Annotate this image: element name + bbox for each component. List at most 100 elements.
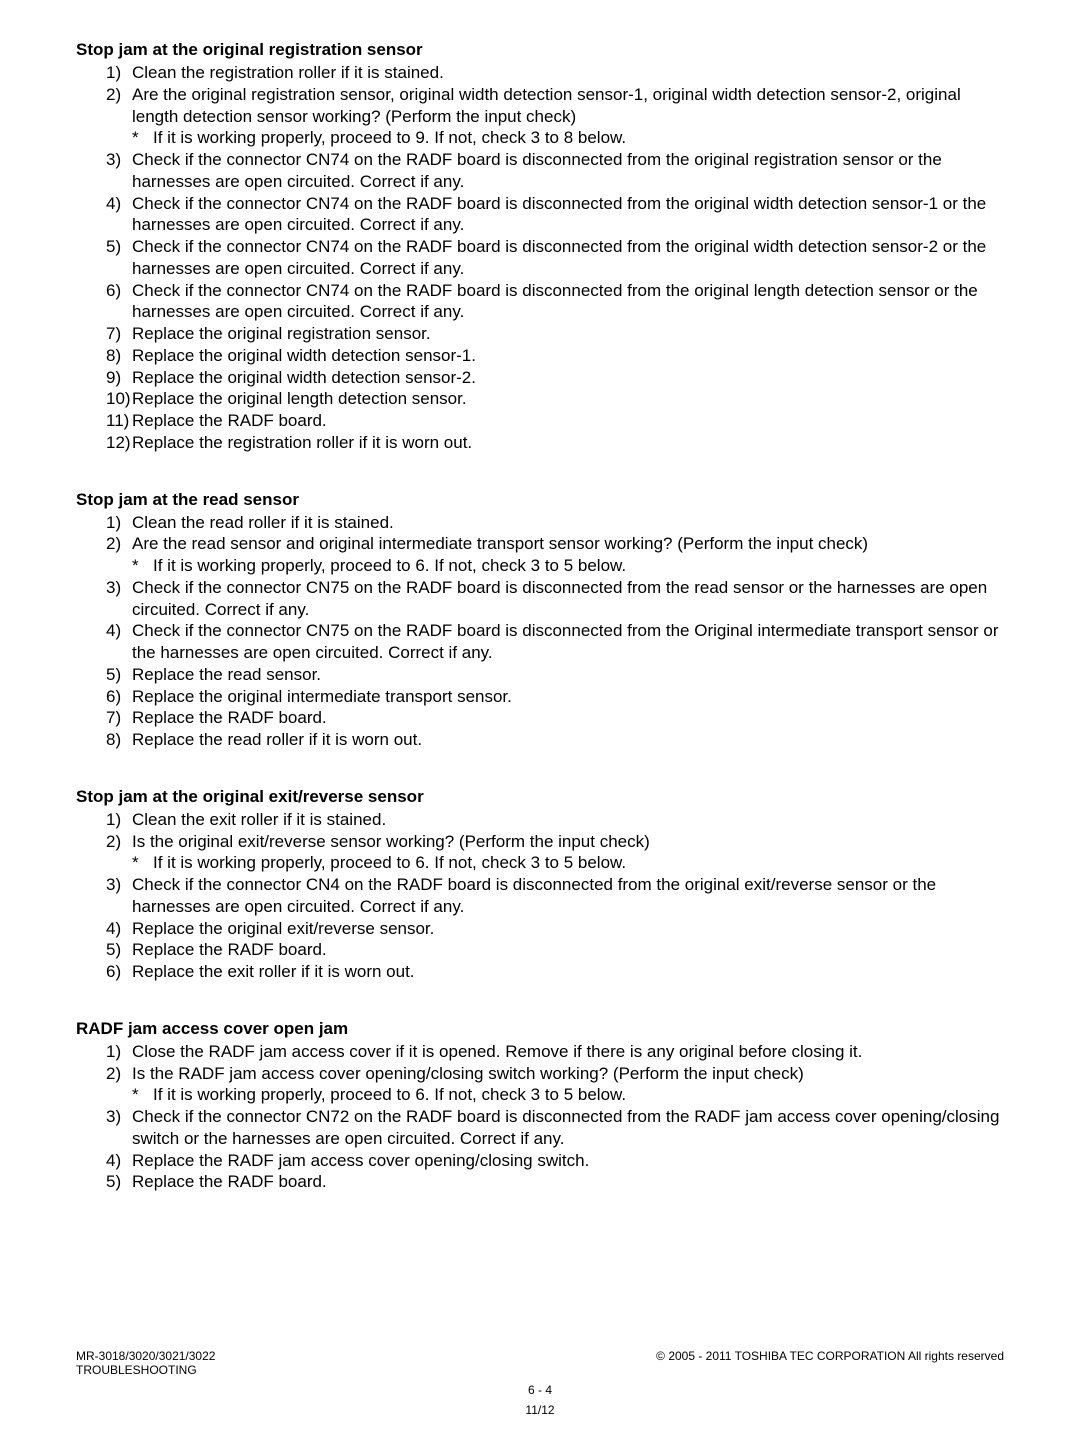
step-item: 1)Close the RADF jam access cover if it … (106, 1041, 1004, 1063)
section-heading: RADF jam access cover open jam (76, 1019, 1004, 1039)
step-item: 2) Are the read sensor and original inter… (106, 533, 1004, 577)
step-item: 8)Replace the original width detection s… (106, 345, 1004, 367)
step-item: 5) Replace the RADF board. (106, 1171, 1004, 1193)
step-text: Replace the RADF board. (132, 708, 327, 727)
step-item: 3)Check if the connector CN4 on the RADF… (106, 874, 1004, 918)
step-number: 2) (106, 831, 121, 853)
steps-list: 1) Clean the registration roller if it is… (76, 62, 1004, 454)
step-number: 6) (106, 280, 121, 302)
sub-text: If it is working properly, proceed to 6.… (153, 1085, 626, 1104)
sub-text: If it is working properly, proceed to 6.… (153, 556, 626, 575)
step-text: Check if the connector CN75 on the RADF … (132, 621, 998, 662)
step-sub: * If it is working properly, proceed to 6… (132, 1084, 1004, 1106)
step-item: 3)Check if the connector CN72 on the RAD… (106, 1106, 1004, 1150)
step-text: Replace the original registration sensor… (132, 324, 431, 343)
step-number: 2) (106, 533, 121, 555)
step-number: 11) (106, 410, 129, 432)
step-number: 1) (106, 809, 121, 831)
step-text: Are the read sensor and original interme… (132, 534, 868, 553)
section-exit-reverse-sensor: Stop jam at the original exit/reverse se… (76, 787, 1004, 983)
footer-page-section: 6 - 4 (76, 1383, 1004, 1397)
step-number: 1) (106, 62, 121, 84)
step-number: 3) (106, 149, 121, 171)
step-text: Close the RADF jam access cover if it is… (132, 1042, 862, 1061)
step-text: Replace the original intermediate transp… (132, 687, 512, 706)
document-page: Stop jam at the original registration se… (0, 0, 1080, 1437)
section-read-sensor: Stop jam at the read sensor 1)Clean the … (76, 490, 1004, 751)
step-text: Clean the registration roller if it is s… (132, 63, 444, 82)
step-number: 6) (106, 961, 121, 983)
step-number: 3) (106, 577, 121, 599)
step-number: 5) (106, 664, 121, 686)
step-text: Check if the connector CN74 on the RADF … (132, 194, 986, 235)
step-item: 7)Replace the RADF board. (106, 707, 1004, 729)
step-text: Clean the read roller if it is stained. (132, 513, 394, 532)
sub-asterisk: * (132, 555, 139, 577)
step-text: Replace the exit roller if it is worn ou… (132, 962, 415, 981)
sub-asterisk: * (132, 127, 139, 149)
footer-page-number: 11/12 (76, 1403, 1004, 1417)
step-sub: *If it is working properly, proceed to 9… (132, 127, 1004, 149)
steps-list: 1)Close the RADF jam access cover if it … (76, 1041, 1004, 1193)
step-sub: * If it is working properly, proceed to 6… (132, 555, 1004, 577)
section-registration-sensor: Stop jam at the original registration se… (76, 40, 1004, 454)
step-number: 4) (106, 918, 121, 940)
step-text: Replace the original length detection se… (132, 389, 467, 408)
step-number: 7) (106, 323, 121, 345)
footer-model: MR-3018/3020/3021/3022 (76, 1349, 215, 1363)
step-number: 9) (106, 367, 121, 389)
footer-left: MR-3018/3020/3021/3022 TROUBLESHOOTING (76, 1349, 215, 1377)
page-footer: MR-3018/3020/3021/3022 TROUBLESHOOTING ©… (76, 1349, 1004, 1417)
step-item: 2) Are the original registration sensor, … (106, 84, 1004, 149)
step-number: 2) (106, 84, 121, 106)
step-text: Replace the registration roller if it is… (132, 433, 472, 452)
step-item: 4) Check if the connector CN75 on the RAD… (106, 620, 1004, 664)
step-item: 6) Replace the exit roller if it is worn … (106, 961, 1004, 983)
step-number: 5) (106, 236, 121, 258)
step-item: 1)Clean the exit roller if it is stained… (106, 809, 1004, 831)
step-item: 6) Check if the connector CN74 on the RAD… (106, 280, 1004, 324)
footer-section-label: TROUBLESHOOTING (76, 1363, 215, 1377)
step-item: 5)Replace the RADF board. (106, 939, 1004, 961)
footer-row: MR-3018/3020/3021/3022 TROUBLESHOOTING ©… (76, 1349, 1004, 1377)
step-text: Replace the RADF board. (132, 1172, 327, 1191)
footer-copyright: © 2005 - 2011 TOSHIBA TEC CORPORATION Al… (656, 1349, 1004, 1377)
step-text: Replace the RADF board. (132, 411, 327, 430)
step-item: 3) Check if the connector CN75 on the RAD… (106, 577, 1004, 621)
step-number: 2) (106, 1063, 121, 1085)
step-item: 4) Replace the original exit/reverse sens… (106, 918, 1004, 940)
sub-asterisk: * (132, 1084, 139, 1106)
step-number: 5) (106, 939, 121, 961)
step-item: 12)Replace the registration roller if it… (106, 432, 1004, 454)
step-text: Replace the original exit/reverse sensor… (132, 919, 434, 938)
step-item: 8) Replace the read roller if it is worn … (106, 729, 1004, 751)
sub-asterisk: * (132, 852, 139, 874)
step-text: Check if the connector CN4 on the RADF b… (132, 875, 936, 916)
step-sub: * If it is working properly, proceed to 6… (132, 852, 1004, 874)
step-item: 10)Replace the original length detection… (106, 388, 1004, 410)
step-number: 4) (106, 193, 121, 215)
step-number: 10) (106, 388, 131, 410)
step-number: 8) (106, 729, 121, 751)
step-item: 2)Is the original exit/reverse sensor wo… (106, 831, 1004, 875)
step-text: Replace the original width detection sen… (132, 368, 476, 387)
step-text: Is the RADF jam access cover opening/clo… (132, 1064, 804, 1083)
section-heading: Stop jam at the read sensor (76, 490, 1004, 510)
step-item: 4) Check if the connector CN74 on the RAD… (106, 193, 1004, 237)
step-text: Check if the connector CN74 on the RADF … (132, 281, 978, 322)
step-text: Replace the read sensor. (132, 665, 321, 684)
step-number: 3) (106, 1106, 121, 1128)
section-heading: Stop jam at the original registration se… (76, 40, 1004, 60)
sub-text: If it is working properly, proceed to 6.… (153, 853, 626, 872)
section-heading: Stop jam at the original exit/reverse se… (76, 787, 1004, 807)
section-radf-jam-cover: RADF jam access cover open jam 1)Close t… (76, 1019, 1004, 1193)
step-number: 4) (106, 620, 121, 642)
step-text: Check if the connector CN75 on the RADF … (132, 578, 987, 619)
step-text: Replace the read roller if it is worn ou… (132, 730, 422, 749)
steps-list: 1)Clean the read roller if it is stained… (76, 512, 1004, 751)
step-text: Replace the RADF jam access cover openin… (132, 1151, 589, 1170)
step-item: 3)Check if the connector CN74 on the RAD… (106, 149, 1004, 193)
step-number: 5) (106, 1171, 121, 1193)
step-item: 6)Replace the original intermediate tran… (106, 686, 1004, 708)
step-text: Are the original registration sensor, or… (132, 85, 961, 126)
